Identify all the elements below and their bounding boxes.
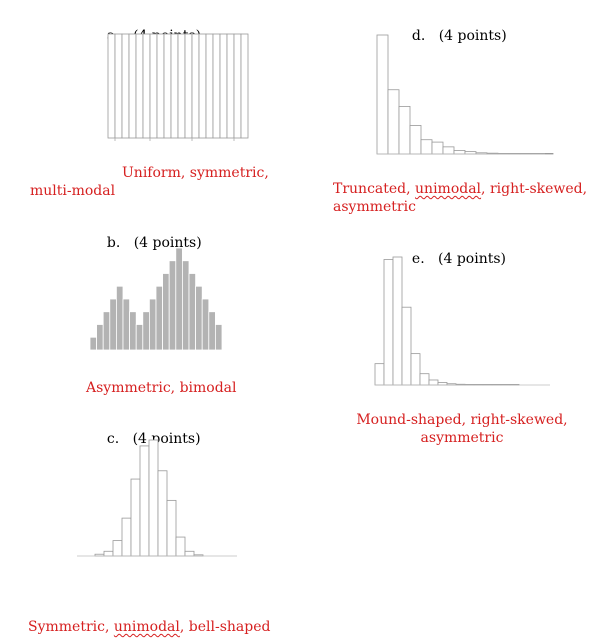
histogram-d-bar-1 [387, 89, 400, 155]
histogram-b-bar-1 [96, 324, 104, 351]
histogram-c-bar-10 [184, 550, 195, 557]
histogram-a-bar-18 [233, 33, 242, 139]
histogram-d-bar-5 [431, 141, 444, 155]
histogram-a-bar-3 [128, 33, 137, 139]
answer-c: Symmetric, unimodal, bell-shaped [28, 618, 270, 636]
histogram-c-bar-1 [103, 550, 114, 557]
histogram-a-bar-0 [107, 33, 116, 139]
histogram-a-bar-5 [142, 33, 151, 139]
histogram-e-bar-0 [374, 363, 385, 386]
histogram-b-bar-7 [135, 324, 144, 351]
histogram-c-bar-6 [148, 439, 159, 557]
histogram-b-bar-13 [175, 247, 183, 351]
answer-b: Asymmetric, bimodal [86, 380, 237, 396]
histogram-b [89, 247, 223, 351]
histogram-b-bar-17 [201, 298, 210, 351]
histogram-a [107, 33, 249, 141]
histogram-d-bar-2 [398, 106, 411, 155]
answer-d-flagged-word: unimodal [415, 181, 482, 197]
histogram-d-bar-7 [453, 150, 466, 155]
histogram-c [77, 439, 237, 557]
histogram-a-bar-8 [163, 33, 172, 139]
histogram-d-bar-4 [420, 139, 433, 155]
histogram-e-bar-6 [428, 379, 439, 386]
histogram-e-bar-1 [383, 259, 394, 386]
histogram-a-bar-1 [114, 33, 123, 139]
histogram-c-bar-4 [130, 478, 141, 557]
histogram-e-bar-4 [410, 353, 421, 386]
histogram-e-bar-2 [392, 256, 403, 386]
question-b-points: (4 points) [133, 235, 202, 251]
question-e-letter: e. [411, 251, 425, 267]
answer-a-line1: Uniform, symmetric, [122, 165, 269, 181]
histogram-a-bar-6 [149, 33, 158, 139]
histogram-b-bar-11 [162, 273, 170, 351]
histogram-a-bar-9 [170, 33, 179, 139]
histogram-b-bar-19 [215, 324, 223, 351]
histogram-a-bar-7 [156, 33, 165, 139]
histogram-c-bar-2 [112, 540, 123, 557]
answer-d-line1: Truncated, unimodal, right-skewed, [333, 180, 587, 198]
histogram-b-bar-2 [102, 311, 111, 351]
question-d-points: (4 points) [438, 28, 507, 44]
histogram-b-bar-5 [122, 298, 130, 351]
histogram-d-bar-6 [442, 146, 455, 155]
histogram-d [376, 34, 554, 155]
histogram-e-bar-3 [401, 306, 412, 386]
question-e-heading: e. (4 points) [403, 235, 506, 267]
histogram-c-bar-9 [175, 536, 186, 557]
histogram-a-bar-2 [121, 33, 130, 139]
question-e-points: (4 points) [438, 251, 506, 267]
histogram-a-bar-19 [240, 33, 249, 139]
histogram-c-bar-8 [166, 499, 177, 557]
question-d-letter: d. [411, 28, 426, 44]
answer-d-part1: Truncated, [333, 181, 416, 197]
answer-c-part2: , bell-shaped [179, 619, 271, 635]
question-b-letter: b. [106, 235, 121, 251]
histogram-c-bar-7 [157, 470, 168, 557]
histogram-b-bar-0 [89, 336, 97, 351]
histogram-a-bar-10 [177, 33, 186, 139]
question-c-heading: c. (4 points) [98, 415, 201, 447]
histogram-d-bar-3 [409, 125, 422, 155]
histogram-b-bar-6 [129, 311, 137, 351]
histogram-b-bar-3 [109, 298, 117, 351]
answer-c-flagged-word: unimodal [113, 619, 180, 635]
histogram-b-bar-9 [149, 298, 157, 351]
histogram-b-bar-4 [115, 285, 124, 351]
histogram-b-bar-10 [155, 285, 163, 351]
histogram-e [374, 256, 550, 386]
question-d-heading: d. (4 points) [403, 12, 507, 44]
histogram-b-bar-14 [182, 260, 190, 351]
histogram-a-bar-15 [212, 33, 221, 139]
answer-d-part2: , right-skewed, [481, 181, 588, 197]
histogram-a-bar-14 [205, 33, 214, 139]
answer-e-line1: Mound-shaped, right-skewed, [356, 412, 568, 428]
answer-a-line2: multi-modal [30, 183, 116, 199]
answer-d-line2: asymmetric [333, 199, 416, 215]
answer-c-part1: Symmetric, [28, 619, 114, 635]
histogram-b-bar-18 [208, 311, 216, 351]
question-b-heading: b. (4 points) [98, 219, 202, 251]
question-c-points: (4 points) [132, 431, 201, 447]
answer-e-line2: asymmetric [420, 430, 504, 446]
histogram-c-bar-3 [121, 517, 132, 557]
histogram-b-bar-16 [195, 285, 203, 351]
histogram-a-bar-11 [184, 33, 193, 139]
histogram-a-bar-17 [226, 33, 235, 139]
histogram-c-bar-5 [139, 445, 150, 557]
histogram-b-bar-8 [142, 311, 150, 351]
histogram-a-bar-12 [191, 33, 200, 139]
histogram-a-bar-4 [135, 33, 144, 139]
question-c-letter: c. [106, 431, 120, 447]
histogram-b-bar-15 [188, 273, 196, 351]
histogram-d-bar-0 [376, 34, 389, 155]
histogram-e-bar-5 [419, 373, 430, 386]
histogram-b-bar-12 [168, 260, 177, 351]
histogram-a-bar-13 [198, 33, 207, 139]
histogram-a-bar-16 [219, 33, 228, 139]
